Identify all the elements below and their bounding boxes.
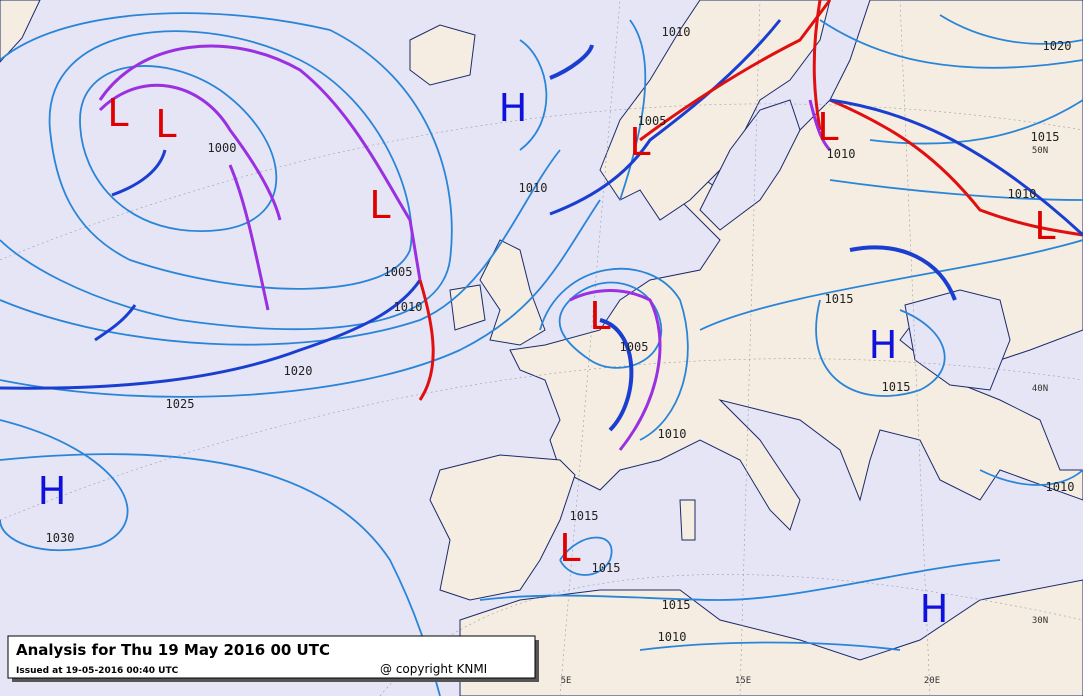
- pressure-center: H: [499, 86, 528, 130]
- issued-note: Issued at 19-05-2016 00:40 UTC: [16, 666, 179, 676]
- graticule-label: 15E: [735, 676, 751, 686]
- graticule-label: 40N: [1032, 384, 1048, 394]
- isobar-label: 1010: [394, 300, 423, 314]
- pressure-center: L: [817, 105, 838, 149]
- pressure-center: L: [629, 120, 650, 164]
- isobar-label: 1025: [166, 397, 195, 411]
- pressure-center: L: [1034, 204, 1055, 248]
- isobar-label: 1010: [1008, 187, 1037, 201]
- pressure-center: H: [920, 587, 949, 631]
- pressure-center: H: [869, 323, 898, 367]
- isobar-label: 1010: [658, 630, 687, 644]
- graticule-label: 30N: [1032, 616, 1048, 626]
- pressure-center: L: [559, 526, 580, 570]
- isobar-label: 1020: [284, 364, 313, 378]
- isobar-label: 1010: [658, 427, 687, 441]
- graticule-label: 50N: [1032, 146, 1048, 156]
- pressure-center: L: [155, 102, 176, 146]
- pressure-center: H: [38, 469, 67, 513]
- isobar-label: 1015: [592, 561, 621, 575]
- isobar-label: 1015: [1031, 130, 1060, 144]
- title-box: Analysis for Thu 19 May 2016 00 UTC Issu…: [7, 635, 539, 682]
- isobar-label: 1010: [827, 147, 856, 161]
- graticule-label: 20E: [924, 676, 940, 686]
- graticule-label: 5E: [561, 676, 572, 686]
- isobar-label: 1010: [1046, 480, 1075, 494]
- isobar-label: 1010: [662, 25, 691, 39]
- isobar-label: 1015: [882, 380, 911, 394]
- isobar-label: 1015: [662, 598, 691, 612]
- isobar-label: 1015: [570, 509, 599, 523]
- pressure-center: L: [369, 183, 390, 227]
- pressure-center: L: [107, 91, 128, 135]
- isobar-label: 1020: [1043, 39, 1072, 53]
- map-title: Analysis for Thu 19 May 2016 00 UTC: [16, 641, 330, 659]
- copyright: @ copyright KNMI: [380, 662, 487, 676]
- isobar-label: 1005: [384, 265, 413, 279]
- isobar-label: 1015: [825, 292, 854, 306]
- isobar-label: 1005: [638, 114, 667, 128]
- isobar-label: 1030: [46, 531, 75, 545]
- fronts: [0, 0, 1083, 451]
- isobar-label: 1005: [620, 340, 649, 354]
- isobar-label: 1010: [519, 181, 548, 195]
- pressure-center: L: [589, 294, 610, 338]
- title-box-frame: [7, 635, 536, 679]
- isobar-label: 1000: [208, 141, 237, 155]
